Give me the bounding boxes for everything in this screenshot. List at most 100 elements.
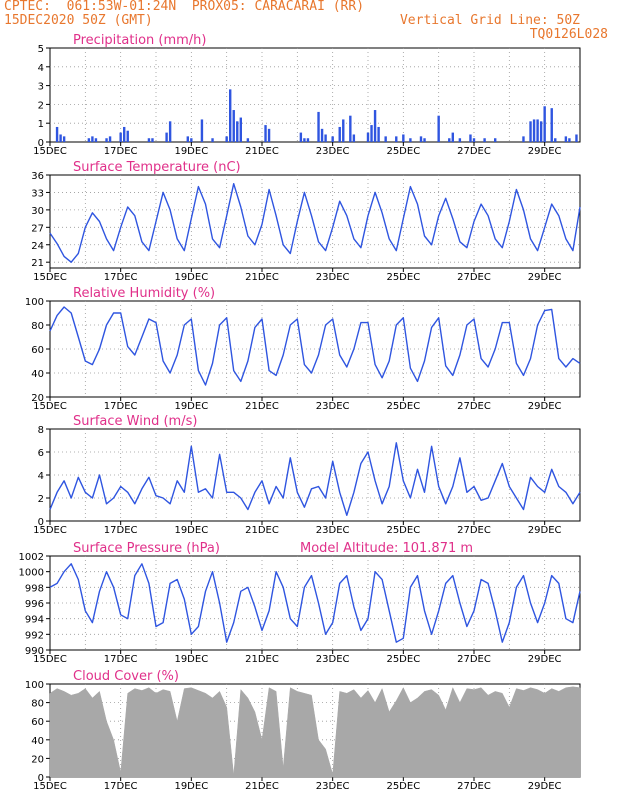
pres-annotation: Model Altitude: 101.871 m [300, 541, 473, 556]
cloud-xtick-label: 27DEC [457, 781, 491, 792]
precip-bar [168, 121, 172, 142]
header-line1: CPTEC: 061:53W-01:24N PROX05: CARACARAI … [4, 0, 365, 14]
wind-xtick-label: 19DEC [174, 525, 208, 536]
temp-ytick-label: 30 [31, 206, 44, 217]
pres-ytick-label: 996 [25, 599, 44, 610]
cloud-xtick-label: 17DEC [104, 781, 138, 792]
precip-bar [105, 138, 108, 142]
precip-bar [119, 132, 122, 142]
precip-bar [377, 126, 380, 142]
precip-bar [324, 134, 327, 142]
precip-bar [543, 106, 546, 142]
precip-bar [123, 126, 126, 142]
rh-ytick-label: 60 [31, 345, 44, 356]
cloud-xtick-label: 21DEC [245, 781, 279, 792]
precip-bar [87, 138, 91, 142]
precip-ytick-label: 5 [38, 44, 44, 55]
precip-bar [165, 132, 168, 142]
precip-bar [303, 138, 306, 142]
wind-xtick-label: 29DEC [528, 525, 562, 536]
cloud-ytick-label: 80 [31, 699, 44, 710]
precip-bar [532, 119, 536, 142]
precip-bar [91, 136, 94, 142]
precip-ytick-label: 0 [38, 138, 44, 149]
wind-line [49, 442, 581, 516]
precip-bar [522, 136, 525, 142]
precip-bar [331, 136, 334, 142]
precip-bar [211, 138, 214, 142]
precip-bar [320, 128, 324, 142]
rh-xtick-label: 29DEC [528, 401, 562, 412]
rh-xtick-label: 19DEC [174, 401, 208, 412]
precip-bar [568, 138, 571, 142]
rh-xtick-label: 23DEC [316, 401, 350, 412]
precip-bar [126, 130, 129, 142]
cloud-ytick-label: 40 [31, 736, 44, 747]
pres-xtick-label: 23DEC [316, 654, 350, 665]
temp-xtick-label: 25DEC [386, 272, 420, 283]
precip-bar [55, 126, 59, 142]
precip-bar [267, 128, 271, 142]
precip-title: Precipitation (mm/h) [73, 33, 206, 48]
temp-xtick-label: 21DEC [245, 272, 279, 283]
precip-bar [536, 119, 539, 142]
temp-ytick-label: 27 [31, 223, 44, 234]
precip-xtick-label: 19DEC [174, 146, 208, 157]
header-grid-note: Vertical Grid Line: 50Z [399, 13, 580, 28]
precip-bar [370, 125, 373, 142]
precip-bar [550, 108, 553, 142]
wind-xtick-label: 25DEC [386, 525, 420, 536]
cloud-title: Cloud Cover (%) [73, 669, 179, 684]
rh-title: Relative Humidity (%) [73, 286, 215, 301]
cloud-ytick-label: 0 [38, 773, 44, 784]
precip-xtick-label: 17DEC [104, 146, 138, 157]
pres-xtick-label: 21DEC [245, 654, 279, 665]
precip-bar [564, 136, 568, 142]
temp-line [49, 183, 581, 263]
wind-title: Surface Wind (m/s) [73, 414, 197, 429]
precip-xtick-label: 29DEC [528, 146, 562, 157]
precip-bar [186, 136, 189, 142]
pres-ytick-label: 998 [25, 583, 44, 594]
temp-xtick-label: 17DEC [104, 272, 138, 283]
pres-xtick-label: 25DEC [386, 654, 420, 665]
temp-xtick-label: 27DEC [457, 272, 491, 283]
precip-bar [575, 134, 578, 142]
wind-ytick-label: 0 [38, 517, 44, 528]
header-line2: 15DEC2020 50Z (GMT) [4, 13, 153, 28]
precip-xtick-label: 23DEC [316, 146, 350, 157]
precip-bar [94, 138, 98, 142]
precip-xtick-label: 15DEC [33, 146, 67, 157]
precip-bar [151, 138, 154, 142]
precip-bar [317, 111, 320, 142]
precip-bar [472, 138, 476, 142]
temp-xtick-label: 19DEC [174, 272, 208, 283]
cloud-area [49, 686, 581, 778]
precip-bar [232, 110, 235, 142]
precip-bar [229, 89, 232, 142]
rh-xtick-label: 27DEC [457, 401, 491, 412]
precip-bar [190, 138, 193, 142]
pres-title: Surface Pressure (hPa) [73, 541, 220, 556]
precip-bar [342, 119, 345, 142]
precip-ytick-label: 3 [38, 82, 44, 93]
pres-xtick-label: 19DEC [174, 654, 208, 665]
wind-ytick-label: 8 [38, 425, 44, 436]
precip-bar [384, 136, 387, 142]
cloud-xtick-label: 29DEC [528, 781, 562, 792]
wind-xtick-label: 21DEC [245, 525, 279, 536]
pres-ytick-label: 1000 [19, 568, 44, 579]
cloud-xtick-label: 15DEC [33, 781, 67, 792]
precip-bar [529, 121, 532, 142]
precip-bar [554, 138, 557, 142]
pres-ytick-label: 990 [25, 646, 44, 657]
rh-xtick-label: 25DEC [386, 401, 420, 412]
precip-bar [458, 138, 462, 142]
precip-bar [236, 121, 239, 142]
rh-line [49, 306, 581, 386]
precip-ytick-label: 1 [38, 119, 44, 130]
cloud-xtick-label: 23DEC [316, 781, 350, 792]
precip-bar [239, 117, 242, 142]
precip-bar [108, 136, 112, 142]
